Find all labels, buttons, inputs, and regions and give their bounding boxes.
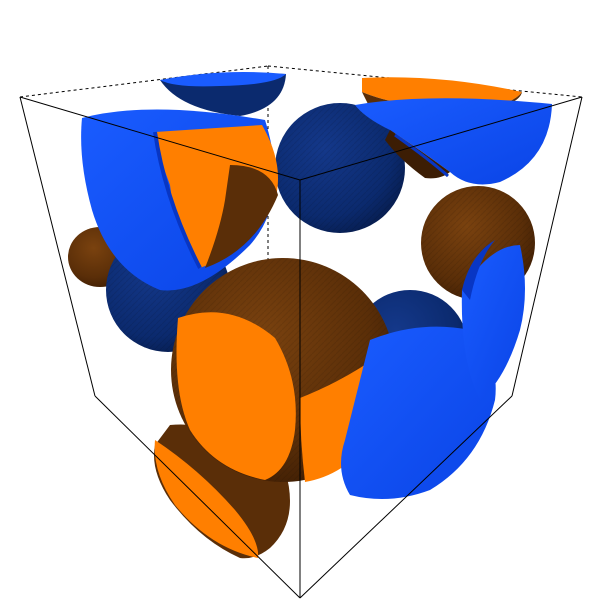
- navy-sphere-top-cap: [160, 72, 286, 116]
- bounding-box-front-edges: [19, 96, 583, 599]
- blue-orange-cut-top-left: [81, 109, 279, 291]
- orange-brown-sphere-center: [171, 258, 395, 482]
- blue-cut-bottom-right: [341, 240, 525, 499]
- blue-cut-top-right: [355, 98, 552, 185]
